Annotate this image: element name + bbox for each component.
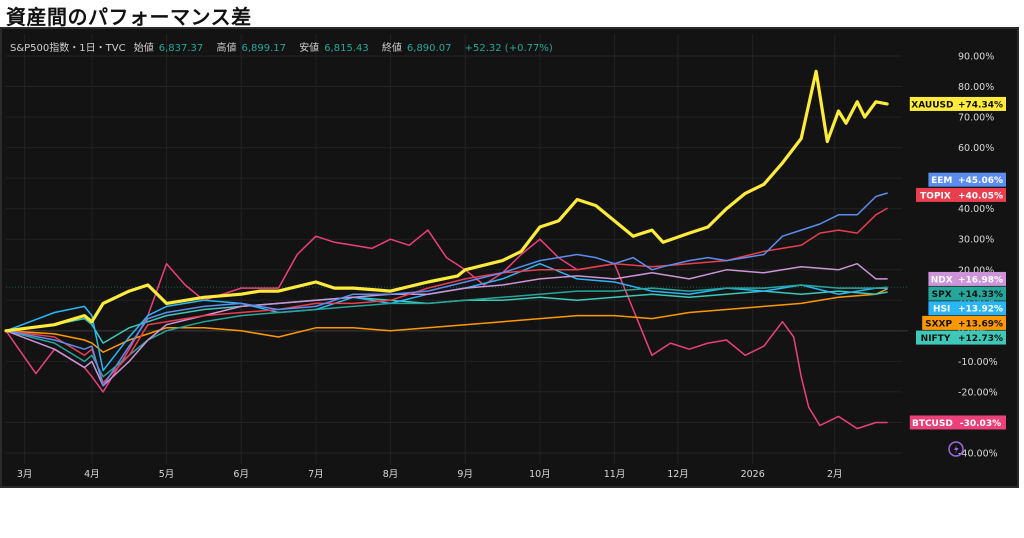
series-line-ndx[interactable] bbox=[5, 262, 888, 387]
legend-badge-xauusd[interactable]: XAUUSD +74.34% bbox=[909, 96, 1006, 111]
legend-badge-value: -30.03% bbox=[960, 419, 1001, 429]
x-tick-label: 12月 bbox=[667, 469, 689, 480]
y-tick-label: 30.00% bbox=[958, 235, 994, 246]
x-tick-label: 11月 bbox=[604, 469, 626, 480]
legend-badge-name-box bbox=[928, 271, 955, 286]
legend-badge-name-box bbox=[928, 301, 955, 316]
legend-badge-value: +13.69% bbox=[958, 319, 1003, 329]
legend-badge-value-box bbox=[955, 96, 1006, 111]
legend-badge-name-box bbox=[909, 96, 955, 111]
series-legend-badges: XAUUSD +74.34% EEM +45.06% TOPIX +40.05% NDX +1… bbox=[909, 96, 1006, 430]
legend-badge-value: +14.33% bbox=[958, 290, 1003, 300]
legend-badge-value-box bbox=[955, 315, 1006, 330]
legend-badge-name: SXXP bbox=[925, 319, 952, 329]
close-value: 6,890.07 bbox=[406, 43, 452, 54]
open-value: 6,837.37 bbox=[158, 43, 204, 54]
y-tick-label: -40.00% bbox=[958, 449, 998, 460]
legend-badge-value: +40.05% bbox=[958, 191, 1003, 201]
legend-badge-name-box bbox=[909, 415, 955, 430]
legend-badge-value: +74.34% bbox=[958, 100, 1003, 110]
x-tick-label: 3月 bbox=[17, 469, 33, 480]
legend-badge-name-box bbox=[916, 187, 955, 202]
series-layer bbox=[4, 69, 889, 430]
symbol-info-bar: S&P500指数・1日・TVC 始値 6,837.37 高値 6,899.17 安値… bbox=[10, 39, 558, 54]
legend-badge-value-box bbox=[955, 301, 1006, 316]
legend-badge-value: +45.06% bbox=[958, 176, 1003, 186]
y-tick-label: 20.00% bbox=[958, 265, 994, 276]
legend-badge-name: TOPIX bbox=[920, 191, 951, 201]
x-tick-label: 7月 bbox=[308, 469, 324, 480]
legend-badge-sxxp[interactable]: SXXP +13.69% bbox=[922, 315, 1006, 330]
x-tick-label: 8月 bbox=[383, 469, 399, 480]
change-value: +52.32 (+0.77%) bbox=[464, 43, 553, 54]
legend-badge-name-box bbox=[928, 172, 955, 187]
legend-badge-value: +16.98% bbox=[958, 275, 1003, 285]
legend-badge-name: EEM bbox=[931, 176, 952, 186]
legend-badge-spx[interactable]: SPX +14.33% bbox=[928, 286, 1006, 301]
x-tick-label: 2026 bbox=[741, 469, 765, 480]
x-tick-label: 10月 bbox=[529, 469, 551, 480]
legend-badge-value-box bbox=[955, 415, 1006, 430]
legend-badge-value-box bbox=[955, 187, 1006, 202]
chart-svg[interactable]: 90.00%80.00%70.00%60.00%50.00%40.00%30.0… bbox=[2, 29, 1017, 486]
series-line-btcusd[interactable] bbox=[5, 229, 888, 430]
x-tick-label: 4月 bbox=[84, 469, 100, 480]
legend-badge-value: +12.73% bbox=[958, 334, 1003, 344]
legend-badge-value-box bbox=[955, 271, 1006, 286]
series-line-nifty[interactable] bbox=[5, 290, 888, 344]
legend-badge-name: NDX bbox=[931, 275, 953, 285]
y-tick-label: 90.00% bbox=[958, 52, 994, 63]
series-line-xauusd[interactable] bbox=[4, 69, 889, 333]
x-axis-labels: 3月 4月 5月 6月 7月 8月 9月 10月 11月 12月 2026 2月 bbox=[17, 469, 843, 480]
legend-badge-name: XAUUSD bbox=[911, 100, 953, 110]
y-axis-labels: 90.00%80.00%70.00%60.00%50.00%40.00%30.0… bbox=[958, 52, 998, 460]
series-line-topix[interactable] bbox=[5, 207, 888, 384]
high-value: 6,899.17 bbox=[241, 43, 286, 54]
legend-badge-name-box bbox=[916, 330, 955, 345]
x-tick-label: 6月 bbox=[233, 469, 249, 480]
legend-badge-value-box bbox=[955, 172, 1006, 187]
y-tick-label: -20.00% bbox=[958, 387, 998, 398]
symbol-label[interactable]: S&P500指数・1日・TVC bbox=[10, 43, 126, 54]
legend-badge-name: BTCUSD bbox=[912, 419, 953, 429]
low-value: 6,815.43 bbox=[324, 43, 369, 54]
legend-badge-name: HSI bbox=[933, 305, 950, 315]
series-line-hsi[interactable] bbox=[5, 262, 888, 372]
legend-badge-value-box bbox=[955, 286, 1006, 301]
x-tick-label: 9月 bbox=[457, 469, 473, 480]
legend-badge-eem[interactable]: EEM +45.06% bbox=[928, 172, 1006, 187]
legend-badge-value: +13.92% bbox=[958, 305, 1003, 315]
grid-layer bbox=[6, 34, 902, 464]
y-tick-label: 80.00% bbox=[958, 82, 994, 93]
legend-badge-name-box bbox=[922, 315, 955, 330]
legend-badge-btcusd[interactable]: BTCUSD -30.03% bbox=[909, 415, 1006, 430]
high-label: 高値 bbox=[216, 43, 237, 54]
legend-badge-nifty[interactable]: NIFTY +12.73% bbox=[916, 330, 1006, 345]
low-label: 安値 bbox=[299, 43, 320, 54]
close-label: 終値 bbox=[381, 43, 402, 54]
legend-badge-ndx[interactable]: NDX +16.98% bbox=[928, 271, 1006, 286]
x-tick-label: 2月 bbox=[827, 469, 843, 480]
tradingview-lightning-icon[interactable] bbox=[948, 441, 964, 457]
legend-badge-name: NIFTY bbox=[921, 334, 951, 344]
legend-badge-name: SPX bbox=[932, 290, 952, 300]
legend-badge-value-box bbox=[955, 330, 1006, 345]
series-line-sxxp[interactable] bbox=[5, 288, 888, 353]
legend-badge-hsi[interactable]: HSI +13.92% bbox=[928, 301, 1006, 316]
x-tick-label: 5月 bbox=[159, 469, 175, 480]
legend-badge-topix[interactable]: TOPIX +40.05% bbox=[916, 187, 1006, 202]
legend-badge-name-box bbox=[928, 286, 955, 301]
y-tick-label: 70.00% bbox=[958, 113, 994, 124]
y-tick-label: 40.00% bbox=[958, 204, 994, 215]
series-line-eem[interactable] bbox=[5, 192, 888, 387]
open-label: 始値 bbox=[133, 43, 154, 54]
page-title: 資産間のパフォーマンス差 bbox=[6, 5, 252, 29]
y-tick-label: 60.00% bbox=[958, 143, 994, 154]
y-tick-label: -10.00% bbox=[958, 357, 998, 368]
chart-panel[interactable]: 90.00%80.00%70.00%60.00%50.00%40.00%30.0… bbox=[0, 27, 1019, 488]
